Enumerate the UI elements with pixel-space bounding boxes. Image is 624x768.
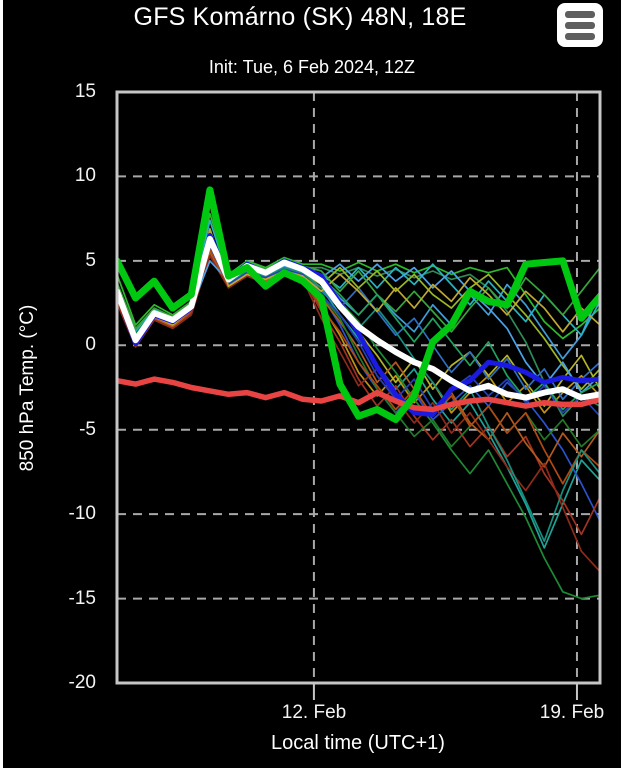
ensemble-member-line [116,248,601,485]
hamburger-icon [565,10,595,18]
ensemble-member-line [116,254,601,573]
x-axis-title: Local time (UTC+1) [271,732,445,754]
y-tick-label: 15 [74,81,96,102]
y-tick-label: -5 [79,419,96,440]
y-tick-label: -10 [68,503,96,524]
init-subtitle: Init: Tue, 6 Feb 2024, 12Z [208,57,416,77]
x-tick-label-19feb: 19. Feb [539,702,605,723]
hamburger-icon [565,32,595,40]
ensemble-mean-white-line [116,235,601,401]
y-tick-label: 0 [85,334,96,355]
chart-panel-background [3,0,621,768]
y-tick-label: 10 [74,165,96,186]
page-title: GFS Komárno (SK) 48N, 18E [133,3,467,31]
y-tick-label: -15 [68,588,96,609]
ensemble-member-line [116,251,601,468]
y-tick-label: -20 [68,672,96,693]
ensemble-member-line [116,202,601,536]
hamburger-icon [565,21,595,29]
operational-green-line [116,186,601,424]
y-axis-title: 850 hPa Temp. (°C) [17,304,38,472]
hamburger-menu-button[interactable] [557,3,603,47]
plot-border [115,90,602,685]
climate-red-line [116,376,601,413]
y-tick-label: 5 [85,250,96,271]
x-tick-label-12feb: 12. Feb [281,702,347,723]
